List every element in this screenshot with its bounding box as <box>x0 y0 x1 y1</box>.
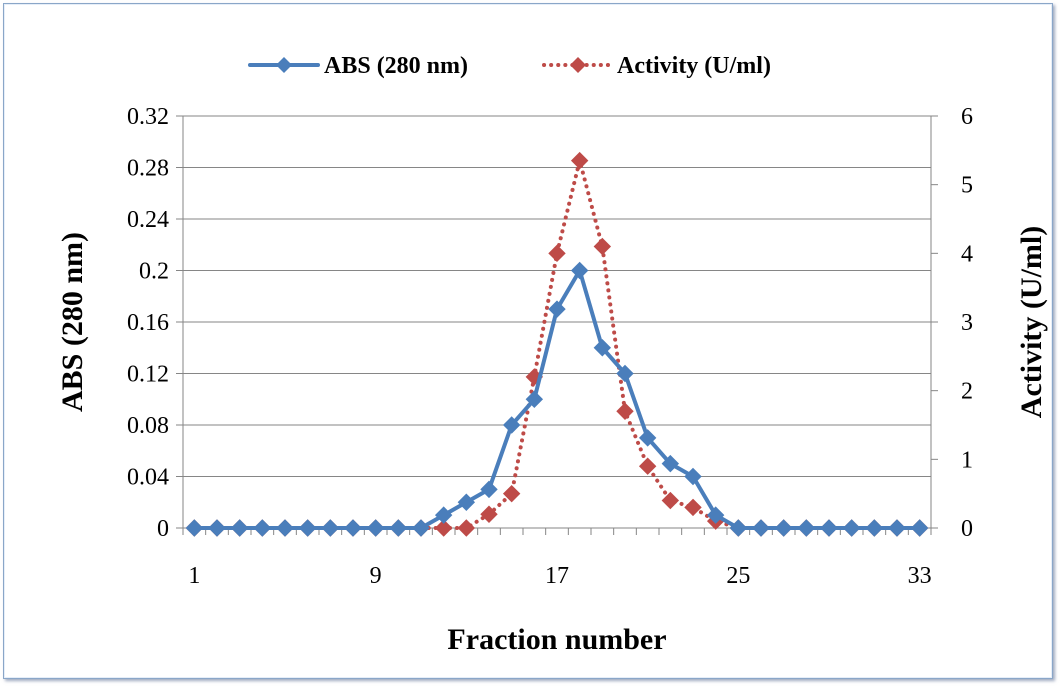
left-tick-label: 0 <box>157 516 169 542</box>
data-point <box>502 484 521 503</box>
data-point <box>434 519 453 537</box>
data-point <box>774 519 793 537</box>
gridlines <box>183 115 931 477</box>
left-tick-label: 0.24 <box>127 207 169 233</box>
data-point <box>570 261 589 280</box>
data-point <box>661 454 680 473</box>
right-tick-label: 0 <box>961 516 973 542</box>
x-tick-label: 33 <box>908 563 932 589</box>
data-point <box>548 244 566 263</box>
right-tick-label: 2 <box>961 379 973 405</box>
x-tick-label: 1 <box>188 563 200 589</box>
data-point <box>502 416 521 434</box>
data-point <box>548 300 566 318</box>
right-tick-label: 3 <box>961 310 973 336</box>
data-point <box>253 519 272 537</box>
left-tick-label: 0.08 <box>127 413 169 439</box>
right-axis-ticks: 0 1 2 3 4 5 6 <box>961 104 973 542</box>
data-point <box>684 467 702 486</box>
left-axis-ticks: 0 0.04 0.08 0.12 0.16 0.2 0.24 0.28 0.32 <box>127 104 169 542</box>
data-point <box>706 506 725 524</box>
fraction-chart: 00.040.080.120.160.20.240.280.32 0123456… <box>56 53 1048 656</box>
data-point <box>593 339 612 357</box>
data-point <box>389 519 408 537</box>
data-point <box>321 519 340 537</box>
right-axis-title: Activity (U/ml) <box>1015 226 1048 418</box>
data-point <box>412 519 430 537</box>
legend-label: Activity (U/ml) <box>617 53 771 79</box>
right-tick-label: 5 <box>961 173 973 199</box>
x-tick-label: 25 <box>726 563 750 589</box>
axes <box>176 115 938 535</box>
data-point <box>638 457 657 475</box>
data-point <box>865 519 884 537</box>
series-line <box>192 158 922 530</box>
left-tick-label: 0.28 <box>127 156 169 182</box>
data-point <box>344 519 362 537</box>
data-point <box>230 519 249 537</box>
data-point <box>298 519 317 537</box>
data-point <box>593 237 612 256</box>
left-tick-label: 0.2 <box>139 259 169 285</box>
left-tick-label: 0.32 <box>127 104 169 130</box>
data-point <box>616 402 634 420</box>
data-point <box>616 364 634 383</box>
data-point <box>276 519 294 537</box>
legend: ABS (280 nm) Activity (U/ml) <box>248 53 771 79</box>
legend-item-abs: ABS (280 nm) <box>248 53 468 79</box>
data-point <box>797 519 816 537</box>
left-tick-label: 0.12 <box>127 362 169 388</box>
data-point <box>525 390 544 408</box>
series-abs <box>185 261 929 537</box>
data-point <box>480 480 498 499</box>
series-activity <box>185 151 929 537</box>
legend-item-activity: Activity (U/ml) <box>542 53 771 79</box>
left-tick-label: 0.16 <box>127 310 169 336</box>
data-point <box>208 519 226 537</box>
data-point <box>752 519 770 537</box>
data-point <box>457 493 476 511</box>
data-point <box>910 519 929 537</box>
left-tick-label: 0.04 <box>127 465 169 491</box>
x-tick-label: 9 <box>370 563 382 589</box>
data-point <box>480 505 498 523</box>
right-tick-label: 4 <box>961 241 973 267</box>
data-point <box>638 429 657 447</box>
left-axis-title: ABS (280 nm) <box>56 232 89 412</box>
series-layer <box>185 151 929 537</box>
right-tick-label: 1 <box>961 447 973 473</box>
legend-marker <box>570 57 586 73</box>
data-point <box>842 519 861 537</box>
data-point <box>185 519 204 537</box>
data-point <box>729 519 748 537</box>
x-axis-title: Fraction number <box>447 623 666 656</box>
data-point <box>888 519 906 537</box>
legend-label: ABS (280 nm) <box>324 53 468 79</box>
data-point <box>820 519 838 537</box>
data-point <box>684 498 702 517</box>
data-point <box>570 151 589 170</box>
x-tick-label: 17 <box>545 563 569 589</box>
legend-marker <box>276 57 292 73</box>
data-point <box>434 506 453 524</box>
data-point <box>457 519 476 537</box>
x-axis-ticks: 1 9 17 25 33 <box>188 563 931 589</box>
data-point <box>366 519 385 537</box>
right-tick-label: 6 <box>961 104 973 130</box>
data-point <box>661 491 680 510</box>
